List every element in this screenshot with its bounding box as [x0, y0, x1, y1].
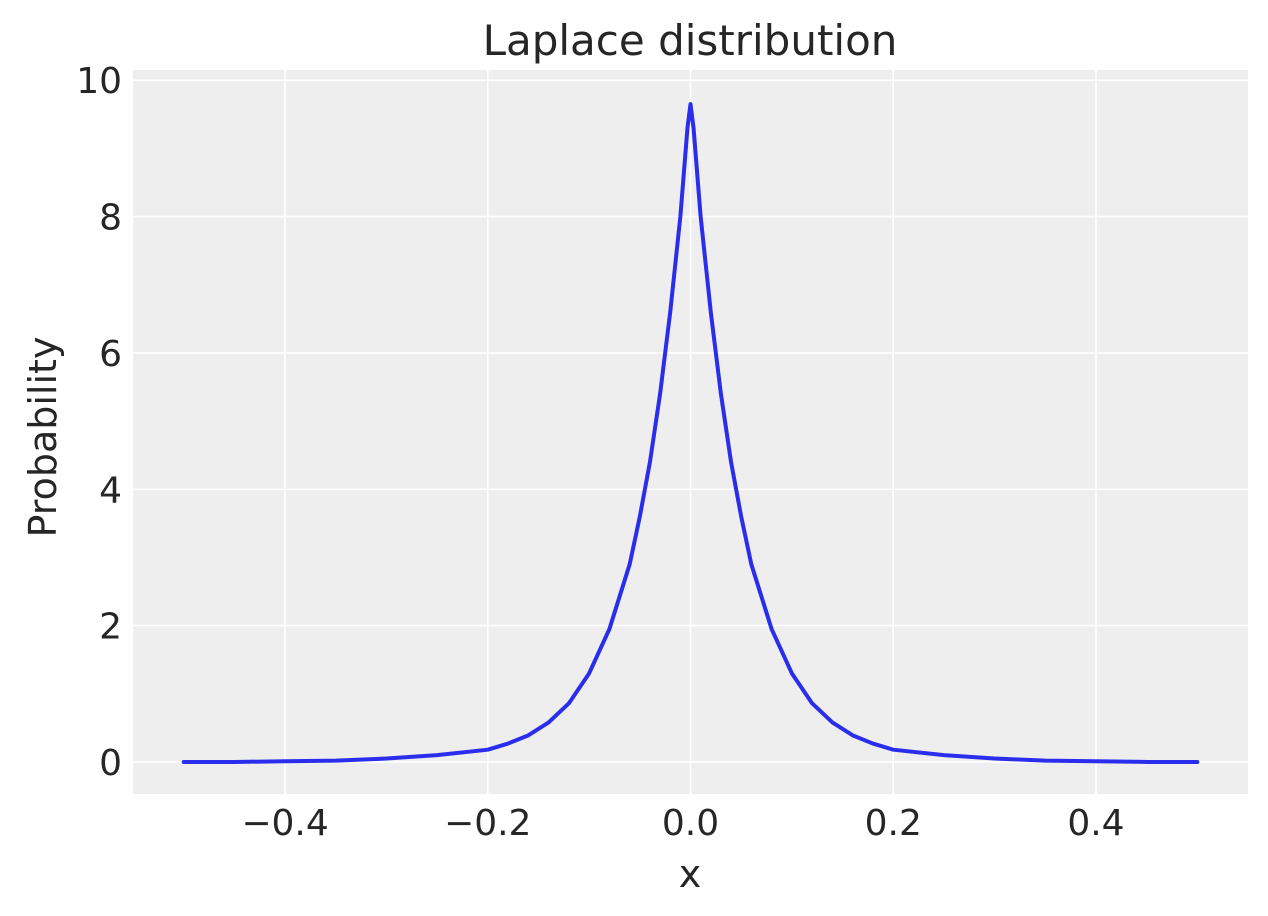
y-tick-label: 10	[76, 61, 122, 102]
x-tick-label: 0.0	[662, 803, 719, 844]
x-tick-labels: −0.4 −0.2 0.0 0.2 0.4	[241, 803, 1124, 844]
chart-title: Laplace distribution	[483, 16, 898, 65]
x-tick-label: 0.4	[1067, 803, 1124, 844]
x-gridlines	[284, 70, 1097, 794]
x-tick-label: 0.2	[865, 803, 922, 844]
y-axis-label: Probability	[21, 337, 65, 538]
y-gridlines	[133, 79, 1248, 763]
x-tick-label: −0.2	[444, 803, 531, 844]
x-axis-label: x	[679, 852, 702, 896]
y-tick-label: 6	[99, 334, 122, 375]
series-layer	[181, 102, 1200, 764]
y-tick-label: 2	[99, 607, 122, 648]
y-tick-label: 0	[99, 743, 122, 784]
y-tick-label: 8	[99, 198, 122, 239]
series-line	[181, 102, 1200, 764]
y-tick-labels: 0 2 4 6 8 10	[76, 61, 122, 784]
y-tick-label: 4	[99, 470, 122, 511]
x-tick-label: −0.4	[241, 803, 328, 844]
